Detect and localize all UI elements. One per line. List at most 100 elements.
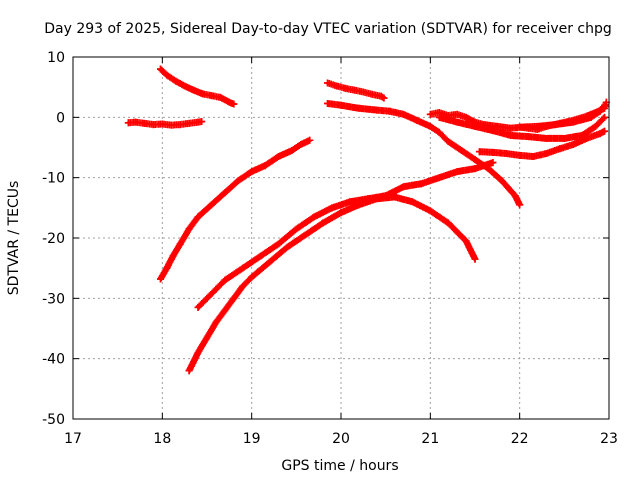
data-point (324, 99, 332, 107)
tick-layer (72, 56, 610, 420)
data-point (234, 177, 242, 185)
data-point (167, 121, 175, 129)
data-point (507, 131, 515, 139)
data-point (435, 128, 443, 136)
data-point (257, 252, 265, 260)
data-point (534, 125, 542, 133)
data-series-track-5 (194, 159, 497, 311)
data-point (301, 231, 309, 239)
data-point (158, 120, 166, 128)
data-point (380, 94, 388, 102)
data-point (542, 122, 550, 130)
data-point (355, 104, 363, 112)
data-point (592, 122, 600, 130)
x-tick-label: 22 (511, 431, 529, 447)
data-point (163, 264, 171, 272)
data-point (239, 264, 247, 272)
y-axis-label: SDTVAR / TECUs (6, 181, 22, 296)
data-point (373, 106, 381, 114)
data-point (212, 285, 220, 293)
data-point (516, 151, 524, 159)
data-point (560, 134, 568, 142)
data-point (426, 122, 434, 130)
data-point (274, 153, 282, 161)
data-point (583, 134, 591, 142)
data-point (426, 207, 434, 215)
data-point (516, 123, 524, 131)
data-point (198, 118, 206, 126)
y-tick-label: -30 (42, 291, 65, 307)
data-point (248, 273, 256, 281)
data-point (149, 121, 157, 129)
data-point (583, 112, 591, 120)
data-point (194, 349, 202, 357)
data-point (221, 306, 229, 314)
y-tick-label: -10 (42, 171, 65, 187)
data-point (489, 148, 497, 156)
data-point (212, 318, 220, 326)
x-tick-label: 20 (332, 431, 350, 447)
label-layer: 17 18 19 20 21 22 23 -50 -40 -30 -20 -10 0 10 (42, 50, 618, 447)
data-point (516, 201, 524, 209)
data-point (596, 130, 604, 138)
data-point (601, 113, 609, 121)
data-point (489, 159, 497, 167)
data-point (542, 150, 550, 158)
data-series-track-7 (324, 99, 524, 209)
data-point (471, 165, 479, 173)
data-point (382, 192, 390, 200)
data-point (569, 140, 577, 148)
data-point (221, 276, 229, 284)
data-series-track-11 (516, 98, 610, 133)
data-point (203, 334, 211, 342)
data-point (266, 258, 274, 266)
data-point (337, 209, 345, 217)
y-tick-label: 10 (47, 50, 65, 66)
data-point (400, 183, 408, 191)
data-point (221, 189, 229, 197)
data-point (216, 93, 224, 101)
data-point (163, 71, 171, 79)
data-point (502, 150, 510, 158)
y-tick-label: -40 (42, 352, 65, 368)
data-point (435, 113, 443, 121)
data-point (471, 122, 479, 130)
data-series-track-9 (435, 113, 609, 142)
data-series-track-6 (324, 79, 388, 102)
data-point (176, 240, 184, 248)
data-point (248, 168, 256, 176)
data-point (489, 127, 497, 135)
data-point (444, 137, 452, 145)
data-point (310, 213, 318, 221)
data-point (525, 133, 533, 141)
data-point (194, 213, 202, 221)
data-point (556, 119, 564, 127)
data-point (230, 294, 238, 302)
data-point (157, 65, 165, 73)
y-tick-label: -50 (42, 412, 65, 428)
x-tick-label: 18 (153, 431, 171, 447)
data-point (529, 153, 537, 161)
data-point (471, 255, 479, 263)
data-point (511, 192, 519, 200)
data-point (462, 237, 470, 245)
data-point (386, 107, 394, 115)
data-series-track-2 (157, 65, 238, 108)
data-point (274, 240, 282, 248)
data-point (333, 82, 341, 90)
data-point (364, 195, 372, 203)
data-point (225, 98, 233, 106)
data-point (324, 79, 332, 87)
data-point (435, 174, 443, 182)
data-point (592, 109, 600, 117)
data-point (261, 162, 269, 170)
data-point (453, 118, 461, 126)
x-axis-label: GPS time / hours (281, 458, 398, 474)
data-point (169, 252, 177, 260)
data-point (498, 177, 506, 185)
data-point (525, 124, 533, 132)
data-point (292, 225, 300, 233)
